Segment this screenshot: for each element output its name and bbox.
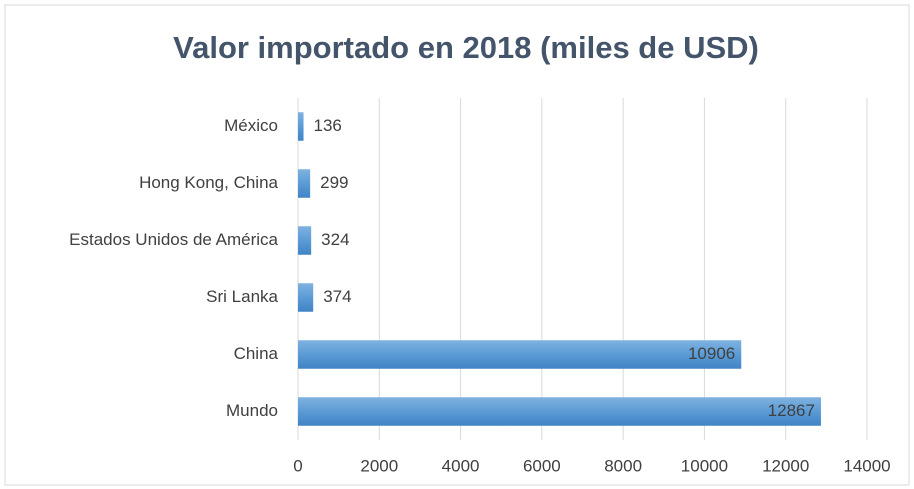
grid — [297, 98, 868, 440]
x-tick-label: 8000 — [604, 456, 642, 475]
x-tick-label: 10000 — [681, 456, 728, 475]
data-label: 12867 — [768, 401, 815, 420]
y-tick-label: Estados Unidos de América — [69, 230, 278, 249]
x-tick-label: 14000 — [843, 456, 890, 475]
data-label: 324 — [321, 230, 349, 249]
y-tick-label: México — [224, 116, 278, 135]
bar — [298, 340, 742, 369]
y-tick-label: China — [234, 344, 279, 363]
y-tick-label: Hong Kong, China — [139, 173, 278, 192]
chart-title: Valor importado en 2018 (miles de USD) — [173, 30, 759, 65]
x-tick-label: 12000 — [762, 456, 809, 475]
x-tick-label: 6000 — [523, 456, 561, 475]
y-tick-label: Mundo — [226, 401, 278, 420]
x-tick-label: 2000 — [360, 456, 398, 475]
x-tick-label: 4000 — [442, 456, 480, 475]
y-tick-label: Sri Lanka — [206, 287, 278, 306]
bar — [298, 226, 312, 255]
bar — [298, 169, 311, 198]
data-label: 374 — [323, 287, 351, 306]
bar — [298, 112, 304, 141]
bar — [298, 397, 821, 426]
data-label: 299 — [320, 173, 348, 192]
data-label: 136 — [314, 116, 342, 135]
data-label: 10906 — [688, 344, 735, 363]
bar — [298, 283, 314, 312]
x-tick-label: 0 — [293, 456, 302, 475]
marks — [298, 112, 821, 426]
